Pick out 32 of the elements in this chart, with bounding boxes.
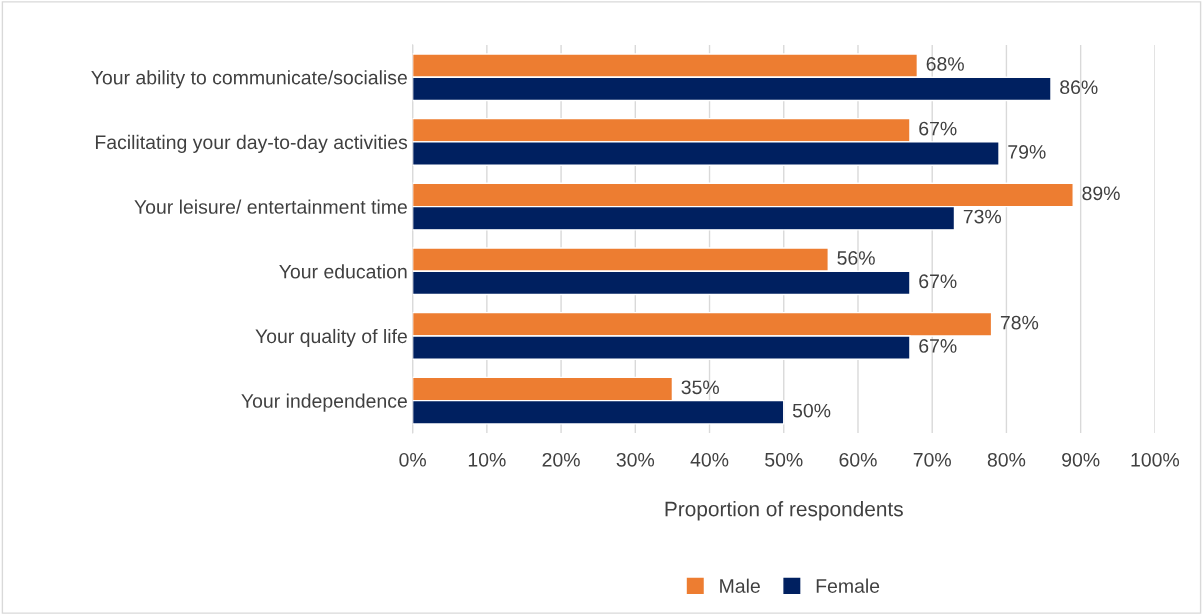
data-label: 78% [1000,315,1039,330]
data-label: 56% [837,251,875,265]
data-label: 67% [919,339,957,353]
y-tick-label: Your education [279,264,407,279]
x-tick-label: 20% [542,452,580,467]
y-tick-label: Your ability to communicate/socialise [91,70,407,89]
y-tick-label: Your quality of life [255,328,407,348]
data-label: 89% [1082,186,1120,201]
data-label: 68% [926,57,964,71]
x-axis-title: Proportion of respondents [665,501,903,521]
x-tick-label: 90% [1062,452,1100,467]
x-tick-label: 10% [468,452,506,467]
data-label: 86% [1060,80,1098,95]
x-tick-label: 40% [690,452,729,467]
x-tick-label: 30% [616,452,655,467]
data-label: 73% [963,209,1002,224]
legend-label: Male [720,578,760,593]
data-label: 50% [792,403,831,418]
x-tick-label: 80% [987,452,1026,467]
data-label: 35% [681,380,719,395]
legend-label: Female [816,578,880,593]
x-tick-label: 100% [1131,452,1180,467]
x-tick-label: 70% [913,452,951,467]
y-tick-label: Facilitating your day-to-day activities [95,134,408,153]
y-tick-label: Your leisure/ entertainment time [134,199,407,214]
data-label: 67% [919,121,957,136]
data-label: 67% [919,274,957,289]
x-tick-label: 50% [765,452,803,467]
data-label: 79% [1008,145,1046,159]
x-tick-label: 0% [399,452,426,467]
x-tick-label: 60% [839,452,877,467]
y-tick-label: Your independence [241,393,407,412]
